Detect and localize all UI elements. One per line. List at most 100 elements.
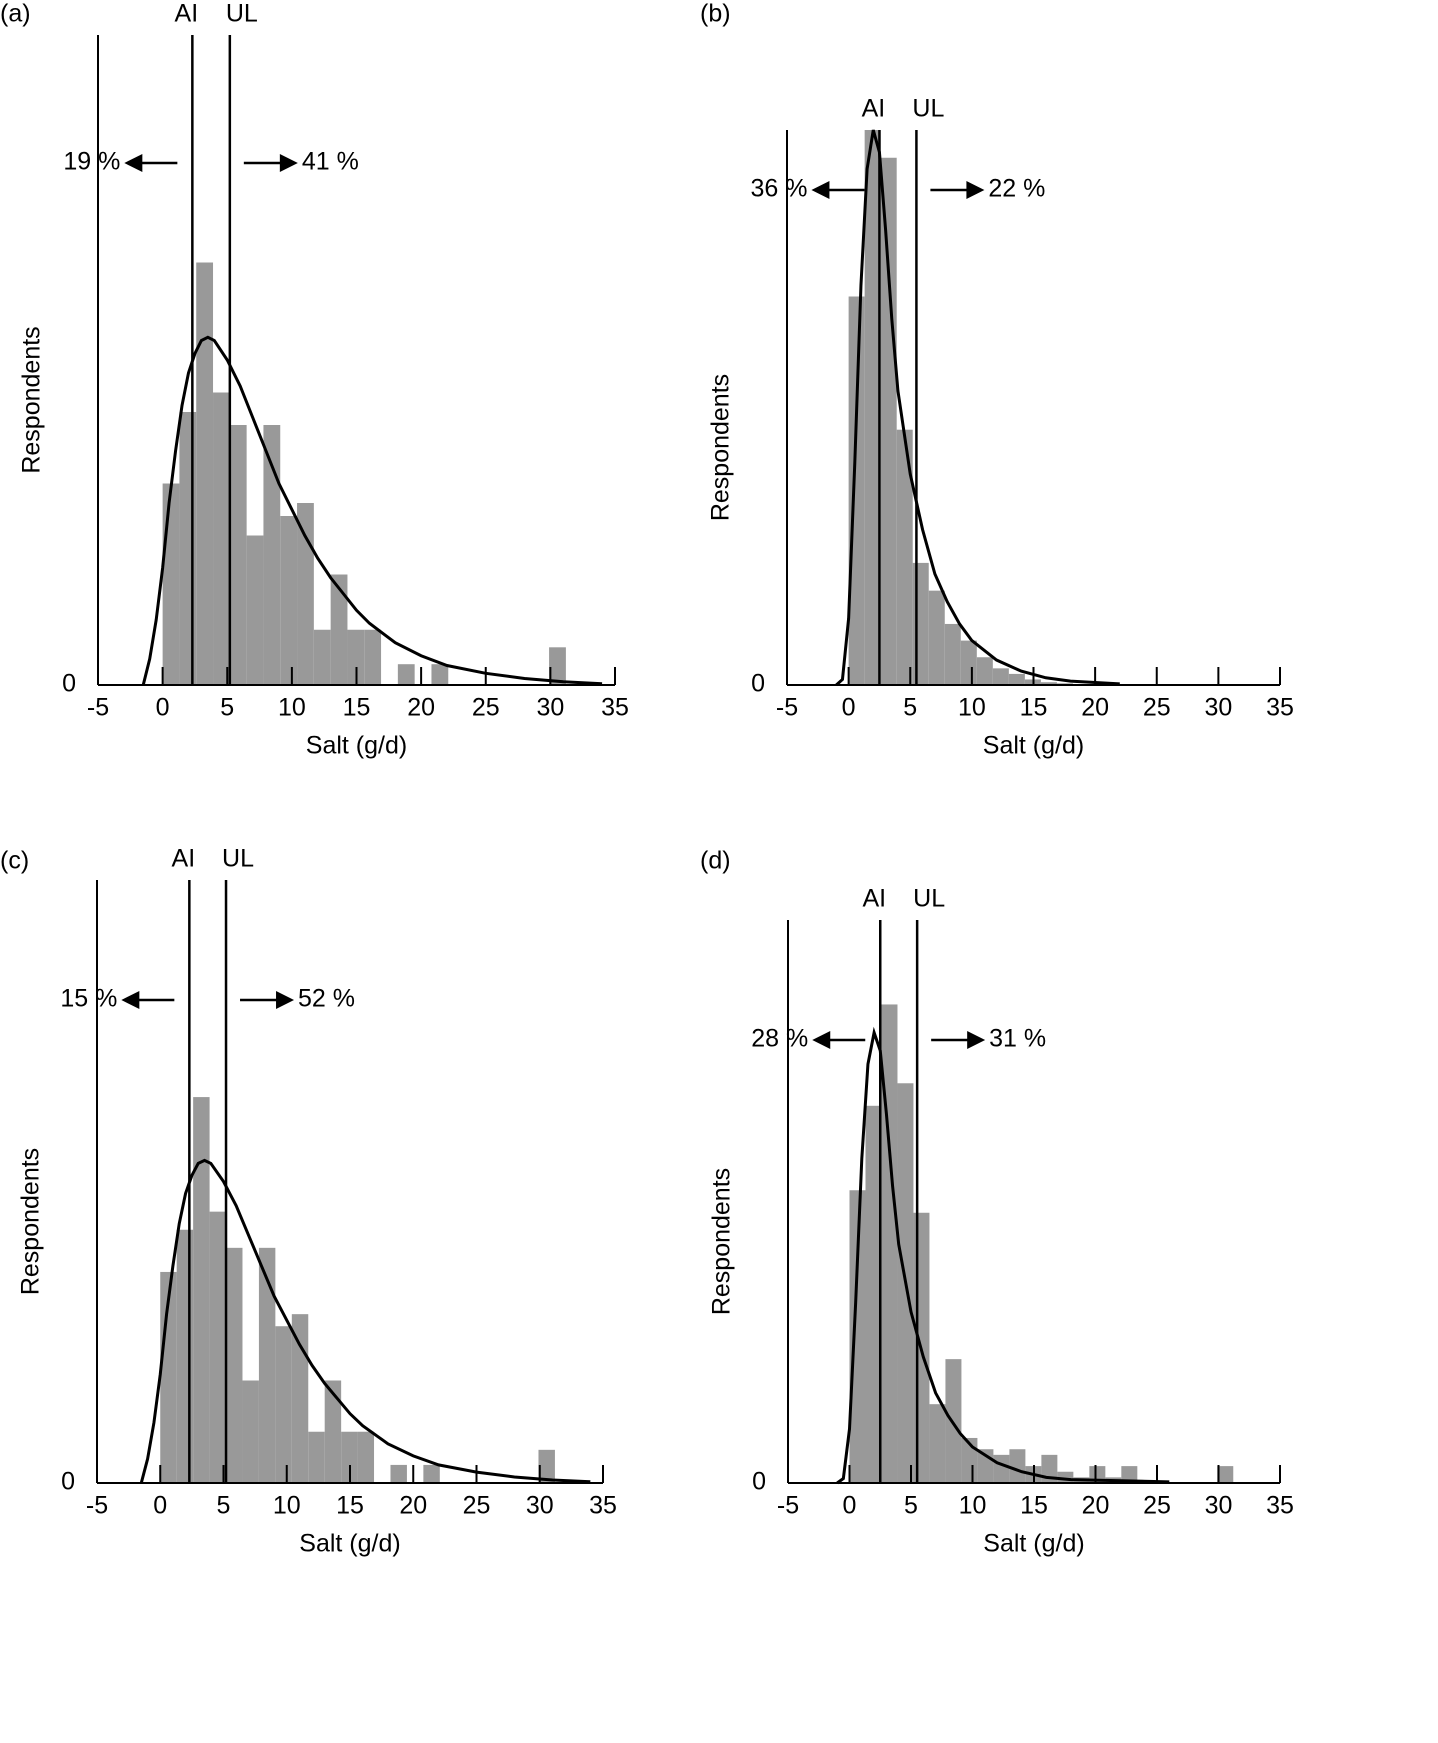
- above-ul-share: 22 %: [988, 175, 1045, 203]
- x-tick-label: 5: [217, 1492, 231, 1520]
- bar: [848, 296, 865, 685]
- bar: [291, 1314, 309, 1483]
- right-arrow-head: [279, 154, 298, 172]
- x-axis-label: Salt (g/d): [299, 1530, 400, 1558]
- x-tick-label: 15: [1020, 694, 1048, 722]
- below-ai-share: 28 %: [751, 1025, 808, 1053]
- bar: [538, 1449, 555, 1483]
- bar: [341, 1431, 358, 1483]
- bar: [308, 1431, 325, 1483]
- right-arrow-head: [276, 991, 295, 1009]
- panel-label: (c): [0, 847, 29, 875]
- x-tick-label: -5: [777, 1492, 799, 1520]
- bar: [992, 668, 1009, 685]
- above-ul-share: 52 %: [298, 985, 355, 1013]
- bar: [193, 1097, 210, 1483]
- y-axis-label: Respondents: [707, 374, 735, 521]
- y-tick-label: 0: [62, 670, 76, 698]
- bar: [1009, 1449, 1026, 1483]
- x-tick-label: 20: [399, 1492, 427, 1520]
- bar: [179, 412, 197, 685]
- x-tick-label: 10: [959, 1492, 987, 1520]
- ul-label: UL: [912, 95, 944, 123]
- bar: [397, 664, 415, 685]
- ul-label: UL: [913, 885, 945, 913]
- bar: [1057, 1471, 1074, 1483]
- below-ai-share: 36 %: [750, 175, 807, 203]
- x-tick-label: 25: [463, 1492, 491, 1520]
- x-tick-label: 10: [278, 694, 306, 722]
- ul-label: UL: [222, 845, 254, 873]
- bar: [929, 1404, 946, 1483]
- bar: [1217, 1466, 1234, 1483]
- x-tick-label: 5: [903, 694, 917, 722]
- bar: [390, 1464, 407, 1483]
- x-tick-label: 0: [842, 694, 856, 722]
- x-tick-label: 15: [336, 1492, 364, 1520]
- x-axis-label: Salt (g/d): [306, 732, 407, 760]
- x-tick-label: 15: [343, 694, 371, 722]
- bar: [263, 425, 281, 685]
- y-tick-label: 0: [61, 1468, 75, 1496]
- x-tick-label: 20: [1082, 1492, 1110, 1520]
- bar: [280, 516, 298, 685]
- fitted-curve: [836, 1026, 1170, 1485]
- bar: [324, 1380, 342, 1483]
- bar: [928, 590, 945, 685]
- above-ul-share: 31 %: [989, 1025, 1046, 1053]
- left-arrow-head: [811, 181, 830, 199]
- x-tick-label: -5: [87, 694, 109, 722]
- bar: [1121, 1466, 1138, 1483]
- x-tick-label: 30: [1205, 1492, 1233, 1520]
- bar: [162, 483, 180, 685]
- x-tick-label: 20: [1081, 694, 1109, 722]
- bar: [176, 1229, 194, 1483]
- x-tick-label: 35: [589, 1492, 617, 1520]
- bar: [880, 157, 897, 685]
- x-tick-label: 0: [153, 1492, 167, 1520]
- panel-label: (d): [700, 847, 731, 875]
- bar: [1040, 682, 1057, 685]
- bar: [960, 640, 977, 685]
- x-tick-label: 30: [536, 694, 564, 722]
- bar: [246, 535, 264, 685]
- bar: [275, 1326, 292, 1483]
- bar: [209, 1211, 227, 1483]
- x-tick-label: 35: [601, 694, 629, 722]
- bar: [226, 1247, 243, 1483]
- bar: [213, 392, 230, 685]
- fitted-curve: [141, 335, 603, 686]
- x-tick-label: 5: [904, 1492, 918, 1520]
- y-axis-label: Respondents: [18, 326, 46, 473]
- x-tick-label: 20: [407, 694, 435, 722]
- y-axis-label: Respondents: [17, 1148, 45, 1295]
- bar: [896, 429, 913, 685]
- bar: [549, 647, 566, 685]
- right-arrow-head: [967, 1031, 986, 1049]
- bar: [849, 1190, 866, 1483]
- bar: [431, 664, 449, 685]
- bar: [1008, 673, 1025, 685]
- panel-label: (b): [700, 0, 731, 28]
- x-axis-label: Salt (g/d): [983, 1530, 1084, 1558]
- above-ul-share: 41 %: [302, 148, 359, 176]
- bar: [976, 657, 993, 685]
- x-tick-label: 0: [843, 1492, 857, 1520]
- below-ai-share: 19 %: [63, 148, 120, 176]
- bar: [423, 1464, 440, 1483]
- left-arrow-head: [812, 1031, 831, 1049]
- panel-label: (a): [0, 0, 31, 28]
- bar: [865, 1105, 882, 1483]
- x-tick-label: 15: [1020, 1492, 1048, 1520]
- x-tick-label: 25: [1143, 694, 1171, 722]
- bar: [313, 629, 331, 685]
- bar: [944, 623, 961, 685]
- x-tick-label: 25: [1143, 1492, 1171, 1520]
- x-axis-label: Salt (g/d): [983, 732, 1084, 760]
- x-tick-label: 30: [1204, 694, 1232, 722]
- fitted-curve: [139, 1158, 591, 1484]
- ai-label: AI: [175, 0, 199, 28]
- x-tick-label: 5: [220, 694, 234, 722]
- ai-label: AI: [862, 95, 886, 123]
